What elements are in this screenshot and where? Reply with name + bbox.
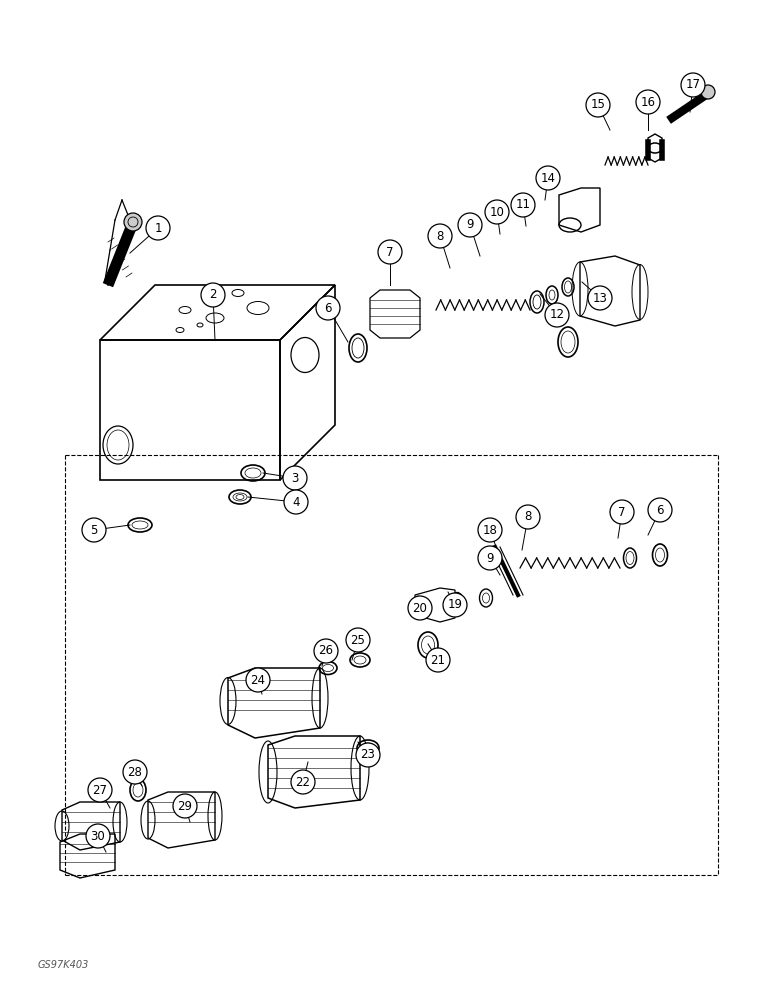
Circle shape (314, 639, 338, 663)
Text: 29: 29 (178, 800, 192, 812)
Circle shape (88, 778, 112, 802)
Circle shape (246, 668, 270, 692)
Text: 7: 7 (386, 245, 394, 258)
Text: 19: 19 (448, 598, 462, 611)
Text: 21: 21 (431, 654, 445, 666)
Circle shape (201, 283, 225, 307)
Text: 28: 28 (127, 766, 143, 778)
Text: 5: 5 (90, 524, 98, 536)
Circle shape (636, 90, 660, 114)
Text: 20: 20 (412, 601, 428, 614)
Text: 11: 11 (516, 198, 530, 212)
Circle shape (458, 213, 482, 237)
Circle shape (408, 596, 432, 620)
Circle shape (86, 824, 110, 848)
Text: 7: 7 (618, 506, 626, 518)
Text: 8: 8 (436, 230, 444, 242)
Text: 18: 18 (482, 524, 497, 536)
Circle shape (316, 296, 340, 320)
Text: 25: 25 (350, 634, 365, 647)
Circle shape (346, 628, 370, 652)
Text: 24: 24 (250, 674, 266, 686)
Circle shape (536, 166, 560, 190)
Circle shape (291, 770, 315, 794)
Circle shape (545, 303, 569, 327)
Circle shape (356, 743, 380, 767)
Circle shape (511, 193, 535, 217)
Text: 9: 9 (466, 219, 474, 232)
Circle shape (378, 240, 402, 264)
Circle shape (485, 200, 509, 224)
Text: 9: 9 (486, 552, 494, 564)
Text: 1: 1 (154, 222, 162, 234)
Text: 15: 15 (591, 99, 605, 111)
Circle shape (516, 505, 540, 529)
Text: 6: 6 (324, 302, 332, 314)
Circle shape (478, 546, 502, 570)
Text: 13: 13 (593, 292, 608, 304)
Text: 2: 2 (209, 288, 217, 302)
Text: 6: 6 (656, 504, 664, 516)
Circle shape (443, 593, 467, 617)
Circle shape (173, 794, 197, 818)
Circle shape (648, 498, 672, 522)
Text: 3: 3 (291, 472, 299, 485)
Circle shape (124, 213, 142, 231)
Circle shape (123, 760, 147, 784)
Text: 16: 16 (641, 96, 655, 108)
Circle shape (146, 216, 170, 240)
Circle shape (586, 93, 610, 117)
Text: 27: 27 (93, 784, 107, 796)
Circle shape (426, 648, 450, 672)
Text: 8: 8 (524, 510, 532, 524)
Circle shape (681, 73, 705, 97)
Circle shape (478, 518, 502, 542)
Text: 26: 26 (319, 645, 334, 658)
Text: 12: 12 (550, 308, 564, 322)
Circle shape (284, 490, 308, 514)
Circle shape (588, 286, 612, 310)
Text: 4: 4 (293, 495, 300, 508)
Circle shape (701, 85, 715, 99)
Circle shape (610, 500, 634, 524)
Text: 23: 23 (361, 748, 375, 762)
Circle shape (283, 466, 307, 490)
Text: 14: 14 (540, 172, 556, 184)
Text: 30: 30 (90, 830, 105, 842)
Text: 10: 10 (489, 206, 504, 219)
Text: 22: 22 (296, 776, 310, 788)
Circle shape (428, 224, 452, 248)
Circle shape (82, 518, 106, 542)
Text: 17: 17 (686, 79, 700, 92)
Text: GS97K403: GS97K403 (38, 960, 90, 970)
